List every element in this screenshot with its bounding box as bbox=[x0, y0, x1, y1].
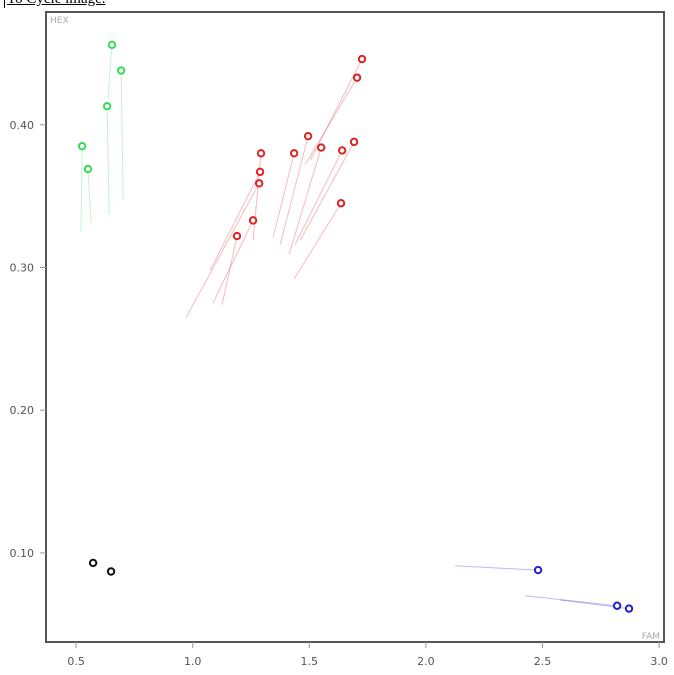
point bbox=[106, 567, 116, 576]
trail-line bbox=[299, 141, 355, 241]
point bbox=[337, 146, 347, 155]
x-tick-label: 0.5 bbox=[67, 655, 85, 668]
y-tick-label: 0.10 bbox=[10, 547, 35, 560]
trail-line bbox=[209, 171, 261, 271]
point bbox=[248, 216, 258, 225]
trail-line bbox=[288, 147, 322, 255]
x-tick-label: 3.0 bbox=[650, 655, 668, 668]
point bbox=[77, 141, 87, 151]
point bbox=[357, 54, 367, 64]
point bbox=[254, 179, 264, 188]
x-tick-label: 1.0 bbox=[184, 655, 202, 668]
trail-line bbox=[293, 202, 342, 280]
trail-line bbox=[304, 77, 358, 165]
y-tick-label: 0.30 bbox=[10, 261, 35, 274]
trail-line bbox=[279, 136, 309, 245]
point bbox=[83, 164, 93, 174]
point bbox=[624, 604, 634, 613]
point bbox=[232, 231, 242, 241]
point bbox=[107, 40, 117, 50]
point bbox=[612, 601, 622, 610]
x-axis-label: FAM bbox=[642, 632, 660, 642]
point bbox=[102, 102, 112, 111]
trail-line bbox=[221, 235, 238, 305]
trail-line bbox=[212, 220, 254, 304]
trail-line bbox=[107, 44, 113, 100]
x-tick-label: 2.5 bbox=[534, 655, 552, 668]
trail-line bbox=[272, 153, 295, 238]
point bbox=[533, 565, 543, 575]
x-tick-label: 1.5 bbox=[301, 655, 319, 668]
trail-line bbox=[80, 146, 83, 232]
trail-line bbox=[87, 168, 92, 222]
point bbox=[116, 66, 126, 75]
trail-line bbox=[294, 150, 343, 245]
x-tick-label: 2.0 bbox=[417, 655, 435, 668]
trail-line bbox=[106, 106, 110, 215]
point bbox=[316, 143, 326, 152]
y-tick-label: 0.20 bbox=[10, 404, 35, 417]
trail-line bbox=[524, 595, 618, 607]
y-tick-label: 0.40 bbox=[10, 119, 35, 132]
caption-link[interactable]: To Cycle image. bbox=[4, 0, 106, 8]
point bbox=[88, 558, 98, 568]
trail-line bbox=[120, 70, 124, 201]
point bbox=[349, 137, 359, 147]
point bbox=[289, 149, 299, 158]
point bbox=[256, 149, 266, 158]
point bbox=[352, 73, 362, 82]
point bbox=[303, 131, 313, 141]
trail-line bbox=[185, 183, 260, 318]
trail-line bbox=[455, 565, 539, 571]
y-axis-label: HEX bbox=[50, 16, 69, 26]
point bbox=[255, 167, 265, 177]
point bbox=[336, 199, 346, 208]
plot-frame bbox=[45, 11, 665, 643]
